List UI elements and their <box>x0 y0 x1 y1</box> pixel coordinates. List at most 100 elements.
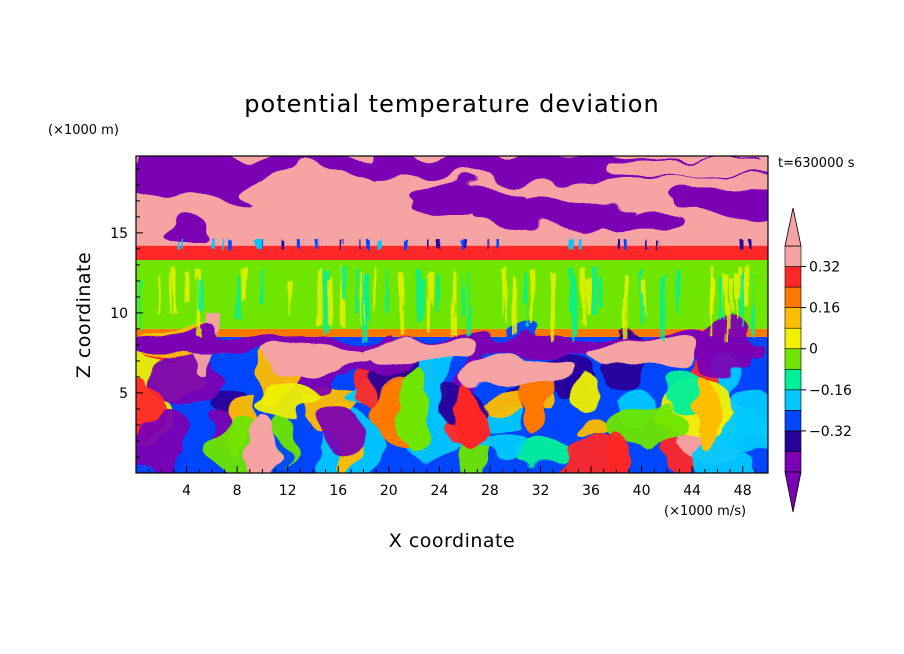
streak <box>641 280 646 317</box>
colorbar-swatch <box>784 389 802 411</box>
eddy <box>254 381 323 416</box>
colorbar-swatch <box>784 266 802 288</box>
streak <box>385 268 389 314</box>
speckle <box>316 239 320 250</box>
streak <box>744 266 749 306</box>
streak <box>360 270 364 325</box>
streak <box>586 279 592 314</box>
streak <box>581 267 587 327</box>
y-axis-label: Z coordinate <box>73 252 95 378</box>
streak <box>718 278 724 319</box>
streak <box>355 269 358 315</box>
speckle <box>426 239 430 250</box>
plume <box>400 368 429 449</box>
colorbar-tick-label: −0.32 <box>809 424 852 440</box>
streak <box>739 275 744 316</box>
x-tick-label: 32 <box>532 483 550 499</box>
colorbar-swatch <box>784 245 802 267</box>
y-tick-label: 10 <box>110 306 128 322</box>
speckle <box>178 239 182 250</box>
colorbar-swatch <box>784 307 802 329</box>
streak <box>729 276 734 311</box>
streak <box>461 274 464 315</box>
speckle <box>211 239 215 250</box>
streak <box>574 273 577 338</box>
streak <box>512 277 517 334</box>
streak <box>241 268 247 300</box>
eddy <box>578 419 608 437</box>
plume <box>248 413 277 473</box>
streak <box>598 275 602 309</box>
streak <box>523 271 527 305</box>
streak <box>640 269 644 324</box>
top-purple-patch <box>166 222 207 243</box>
speckle <box>404 239 408 250</box>
colorbar-extend-max <box>784 207 802 247</box>
streak <box>525 280 529 326</box>
streak <box>197 279 203 311</box>
y-tick-label: 15 <box>110 226 128 242</box>
speckle <box>255 239 259 250</box>
streak <box>236 274 241 320</box>
pink-intrusion <box>460 354 571 383</box>
speckle <box>281 239 285 250</box>
streak <box>710 278 715 314</box>
top-pink-patch <box>604 157 768 178</box>
streak <box>550 273 555 342</box>
speckle <box>461 239 465 250</box>
x-tick-label: 8 <box>233 483 242 499</box>
streak <box>436 274 440 313</box>
eddy <box>510 445 574 465</box>
streak <box>327 278 333 327</box>
speckle <box>378 239 382 250</box>
x-tick-label: 36 <box>582 483 600 499</box>
speckle <box>339 239 343 250</box>
x-tick-label: 44 <box>683 483 701 499</box>
x-units-label: (×1000 m/s) <box>664 504 746 519</box>
streak <box>752 273 755 338</box>
speckle <box>578 239 582 250</box>
speckle <box>297 239 301 250</box>
colorbar-swatch <box>784 286 802 308</box>
colorbar-extend-min <box>784 471 802 513</box>
streak <box>373 268 376 311</box>
speckle <box>749 239 753 250</box>
speckle <box>359 239 363 250</box>
streak <box>323 269 329 335</box>
streak <box>399 274 404 334</box>
pink-intrusion <box>257 343 368 372</box>
streak <box>158 275 162 314</box>
plume <box>690 368 719 449</box>
top-purple-patch <box>670 190 768 219</box>
eddy <box>570 370 604 412</box>
time-label: t=630000 s <box>778 156 855 171</box>
streak <box>427 271 432 332</box>
colorbar-swatch <box>784 430 802 452</box>
eddy <box>318 413 361 460</box>
pink-intrusion <box>586 338 697 367</box>
eddy <box>721 422 768 443</box>
speckle <box>495 239 499 250</box>
streak <box>317 268 322 326</box>
chart-title: potential temperature deviation <box>244 90 659 118</box>
speckle <box>437 239 441 250</box>
stable-layer-upper-edge <box>136 245 768 261</box>
x-tick-label: 40 <box>633 483 651 499</box>
streak <box>260 269 264 305</box>
speckle <box>624 239 628 250</box>
colorbar: 0.32 0.16 0 −0.16 −0.32 <box>784 207 852 513</box>
streak <box>676 270 680 314</box>
y-axis: 5 10 15 <box>110 168 143 458</box>
streak <box>623 274 628 340</box>
top-purple-patch <box>473 197 634 230</box>
streak <box>724 273 729 342</box>
speckle <box>228 239 232 250</box>
speckle <box>569 239 573 250</box>
streak <box>451 272 457 338</box>
streak <box>569 268 574 313</box>
speckle <box>616 239 620 250</box>
streak <box>362 274 368 343</box>
y-units-label: (×1000 m) <box>48 123 119 138</box>
streak <box>366 273 369 321</box>
